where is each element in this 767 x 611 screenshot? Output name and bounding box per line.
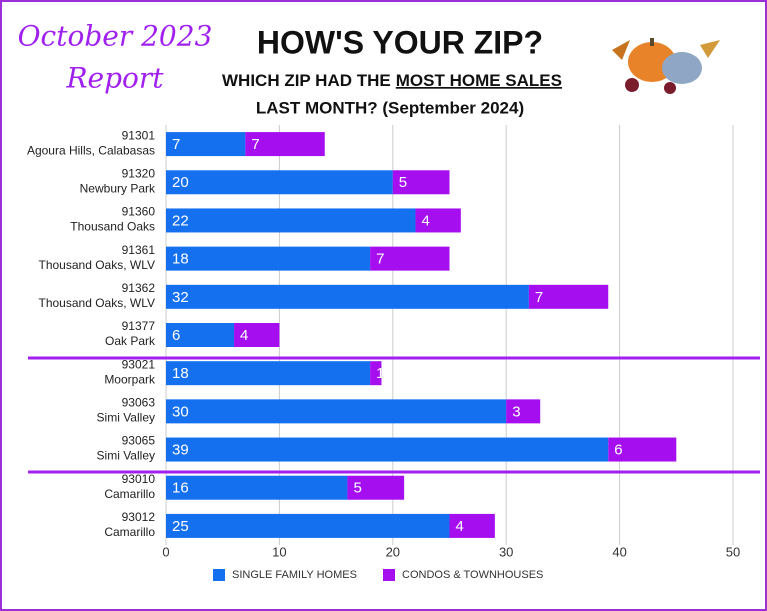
y-tick-label: 91301 <box>122 128 156 142</box>
y-tick-label: 93010 <box>122 472 156 486</box>
bar-segment <box>449 513 495 538</box>
value-label: 32 <box>172 289 189 306</box>
bar-segment <box>166 437 609 462</box>
y-tick-label: Thousand Oaks, WLV <box>39 258 156 272</box>
y-tick-label: Moorpark <box>104 372 156 386</box>
x-tick-label: 40 <box>612 544 626 559</box>
bar-segment <box>506 399 541 424</box>
bar-segment <box>370 361 382 386</box>
value-label: 4 <box>240 327 248 344</box>
value-label: 4 <box>421 212 429 229</box>
value-label: 16 <box>172 480 189 497</box>
value-label: 4 <box>456 518 464 535</box>
y-tick-label: Thousand Oaks, WLV <box>39 296 156 310</box>
y-tick-label: 91361 <box>122 243 156 257</box>
value-label: 7 <box>535 289 543 306</box>
subtitle: LAST MONTH? (September 2024) <box>256 98 524 117</box>
y-tick-label: 93021 <box>122 357 156 371</box>
report-label: Report <box>65 62 164 95</box>
y-tick-label: Thousand Oaks <box>70 220 155 234</box>
bar-segment <box>415 208 461 233</box>
y-tick-label: 91377 <box>122 319 156 333</box>
value-label: 7 <box>172 136 180 153</box>
value-label: 22 <box>172 212 189 229</box>
value-label: 1 <box>376 365 384 382</box>
chart-title: HOW'S YOUR ZIP? <box>257 24 543 60</box>
bar-segment <box>347 475 405 500</box>
y-tick-label: 91360 <box>122 205 156 219</box>
value-label: 30 <box>172 403 189 420</box>
bar-segment <box>392 170 450 195</box>
legend-swatch <box>383 569 395 581</box>
x-tick-label: 50 <box>726 544 740 559</box>
value-label: 7 <box>251 136 259 153</box>
value-label: 39 <box>172 442 189 459</box>
legend-label: CONDOS & TOWNHOUSES <box>402 569 543 581</box>
bar-segment <box>166 132 246 157</box>
legend-label: SINGLE FAMILY HOMES <box>232 569 357 581</box>
x-tick-label: 10 <box>272 544 286 559</box>
bar-segment <box>166 361 371 386</box>
value-label: 3 <box>512 403 520 420</box>
legend-swatch <box>213 569 225 581</box>
x-tick-label: 0 <box>162 544 169 559</box>
bar-segment <box>166 399 507 424</box>
report-label: October 2023 <box>18 20 213 53</box>
y-tick-label: 91362 <box>122 281 156 295</box>
subtitle-part: WHICH ZIP HAD THE <box>222 71 391 90</box>
y-tick-label: 93065 <box>122 434 156 448</box>
value-label: 18 <box>172 365 189 382</box>
bar-segment <box>370 246 450 271</box>
value-label: 20 <box>172 174 189 191</box>
y-tick-label: 91320 <box>122 166 156 180</box>
y-tick-label: 93012 <box>122 510 156 524</box>
bar-segment <box>608 437 677 462</box>
bar-segment <box>166 170 393 195</box>
value-label: 7 <box>376 251 384 268</box>
subtitle-part: MOST HOME SALES <box>396 71 562 90</box>
bar-segment <box>166 246 371 271</box>
bar-segment <box>528 284 609 309</box>
x-tick-label: 20 <box>386 544 400 559</box>
x-tick-label: 30 <box>499 544 513 559</box>
bar-segment <box>166 475 348 500</box>
value-label: 6 <box>172 327 180 344</box>
value-label: 5 <box>353 480 361 497</box>
bar-segment <box>245 132 325 157</box>
bar-segment <box>166 284 529 309</box>
bar-segment <box>166 513 450 538</box>
value-label: 18 <box>172 251 189 268</box>
value-label: 25 <box>172 518 189 535</box>
y-tick-label: 93063 <box>122 396 156 410</box>
bar-segment <box>166 323 235 347</box>
y-tick-label: Camarillo <box>104 525 155 539</box>
bar-segment <box>234 323 280 347</box>
y-tick-label: Camarillo <box>104 487 155 501</box>
y-tick-label: Newbury Park <box>80 181 156 195</box>
y-tick-label: Simi Valley <box>97 449 155 463</box>
value-label: 5 <box>399 174 407 191</box>
y-tick-label: Oak Park <box>105 334 156 348</box>
y-tick-label: Simi Valley <box>97 411 155 425</box>
y-tick-label: Agoura Hills, Calabasas <box>27 143 155 157</box>
value-label: 6 <box>614 442 622 459</box>
subtitle: WHICH ZIP HAD THE MOST HOME SALES <box>222 71 562 90</box>
bar-segment <box>166 208 416 233</box>
pumpkin-decoration <box>612 38 720 94</box>
